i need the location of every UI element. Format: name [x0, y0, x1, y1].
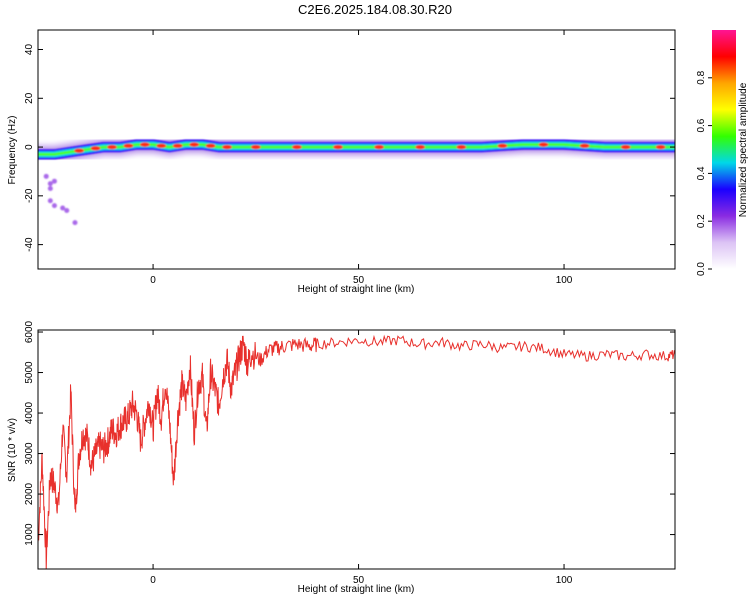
scatter-blob	[51, 203, 57, 209]
colorbar-tick-label: 0.0	[696, 262, 707, 276]
y-tick-label: -40	[24, 237, 35, 252]
y-tick-label: -20	[24, 188, 35, 203]
spectrogram-y-ticks: -40 -20 0 20 40	[24, 44, 675, 252]
ridge-hotspot	[291, 144, 302, 150]
y-tick-label: 40	[24, 44, 35, 56]
scatter-blob	[51, 178, 57, 184]
colorbar-tick-label: 0.6	[696, 118, 707, 132]
spectrogram-x-ticks: 0 50 100	[150, 30, 573, 286]
colorbar-tick-label: 0.2	[696, 214, 707, 228]
ridge-hotspot	[74, 148, 85, 153]
x-tick-label: 0	[150, 275, 156, 286]
snr-panel: 0 50 100 1000 2000 3000 4000 5000 6000 Height o…	[7, 320, 676, 595]
ridge-hotspot	[620, 144, 631, 150]
scatter-blob	[72, 220, 78, 226]
spectrogram-panel: 0 50 100 -40 -20 0 20 40 Height of straight li…	[7, 29, 676, 295]
y-tick-label: 6000	[24, 320, 35, 343]
ridge-hotspot	[456, 144, 467, 150]
ridge-hotspot	[333, 144, 344, 150]
ridge-hotspot	[156, 143, 167, 149]
colorbar: 0.0 0.2 0.4 0.6 0.8 Normalized spectral ampl…	[696, 30, 749, 276]
y-tick-label: 5000	[24, 361, 35, 384]
snr-x-ticks: 0 50 100	[150, 330, 573, 586]
figure-title: C2E6.2025.184.08.30.R20	[298, 2, 452, 17]
spectrogram-frame	[37, 29, 676, 270]
x-tick-label: 50	[353, 275, 365, 286]
ridge-hotspot	[90, 146, 101, 151]
spectrogram-y-axis-label: Frequency (Hz)	[7, 116, 18, 185]
x-tick-label: 50	[353, 575, 365, 586]
ridge-hotspot	[655, 144, 666, 150]
spectrogram-x-axis-label: Height of straight line (km)	[298, 284, 415, 295]
snr-y-axis-label: SNR (10 * v/v)	[7, 418, 18, 482]
x-tick-label: 100	[556, 275, 573, 286]
scatter-blob	[47, 186, 53, 192]
colorbar-ticks: 0.0 0.2 0.4 0.6 0.8	[696, 70, 712, 276]
colorbar-tick-label: 0.8	[696, 70, 707, 84]
ridge-hotspot	[172, 143, 183, 149]
snr-series-line	[38, 334, 675, 569]
spectrogram-scatter	[43, 173, 78, 226]
ridge-hotspot	[205, 143, 216, 149]
ridge-hotspot	[579, 143, 590, 149]
ridge-hotspot	[497, 143, 508, 149]
scatter-blob	[60, 205, 66, 211]
ridge-hotspot	[139, 142, 150, 147]
ridge-hotspot	[415, 144, 426, 150]
snr-y-ticks: 1000 2000 3000 4000 5000 6000	[24, 320, 675, 546]
ridge-hotspot	[374, 144, 385, 150]
ridge-hotspot	[123, 143, 134, 149]
ridge-hotspot	[222, 144, 233, 150]
scatter-blob	[47, 181, 53, 187]
snr-frame	[37, 329, 676, 570]
ridge-hotspot	[538, 142, 549, 147]
y-tick-label: 0	[24, 144, 35, 150]
colorbar-tick-label: 0.4	[696, 166, 707, 180]
ridge-hotspot	[250, 144, 261, 150]
scatter-blob	[43, 173, 49, 179]
x-tick-label: 100	[556, 575, 573, 586]
scatter-blob	[47, 198, 53, 204]
scatter-blob	[64, 207, 70, 213]
snr-x-axis-label: Height of straight line (km)	[298, 584, 415, 595]
ridge-hotspot	[106, 144, 117, 150]
y-tick-label: 20	[24, 92, 35, 104]
y-tick-label: 1000	[24, 523, 35, 546]
colorbar-label: Normalized spectral amplitude	[738, 82, 749, 217]
colorbar-gradient	[712, 30, 736, 269]
x-tick-label: 0	[150, 575, 156, 586]
ridge-hotspot	[189, 142, 200, 147]
y-tick-label: 4000	[24, 401, 35, 424]
spectrogram-ridge	[38, 139, 675, 160]
y-tick-label: 2000	[24, 482, 35, 505]
y-tick-label: 3000	[24, 442, 35, 465]
